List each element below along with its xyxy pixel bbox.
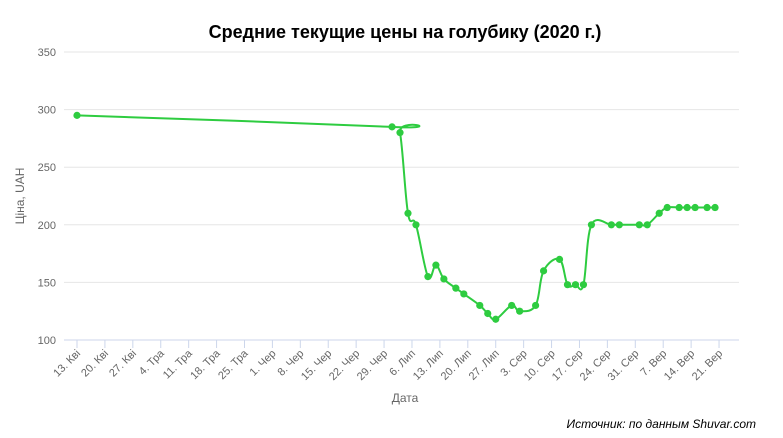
data-point[interactable] <box>432 261 440 269</box>
y-tick-label: 250 <box>38 162 56 174</box>
data-point[interactable] <box>675 203 683 212</box>
data-point[interactable] <box>531 301 540 310</box>
data-point[interactable] <box>607 221 615 229</box>
data-point[interactable] <box>476 301 484 310</box>
series-line <box>76 114 716 321</box>
y-tick-label: 200 <box>38 220 56 232</box>
x-tick-label: 25. Тра <box>216 347 251 382</box>
data-point[interactable] <box>508 301 516 310</box>
chart-title: Средние текущие цены на голубику (2020 г… <box>209 22 602 42</box>
y-axis-label: Ціна, UAH <box>13 168 27 225</box>
x-tick-label: 20. Кві <box>79 348 111 380</box>
y-axis-ticks: 100 150 200 250 300 350 <box>38 47 56 347</box>
data-point[interactable] <box>492 315 500 323</box>
data-point[interactable] <box>643 221 651 229</box>
data-point[interactable] <box>571 281 580 289</box>
data-point[interactable] <box>615 221 623 229</box>
data-point[interactable] <box>587 221 596 229</box>
data-point[interactable] <box>563 281 572 289</box>
series-blueberry-price <box>73 111 719 323</box>
data-point[interactable] <box>404 209 412 217</box>
data-point[interactable] <box>412 221 420 229</box>
grid-lines <box>64 51 739 283</box>
data-point[interactable] <box>579 281 588 289</box>
x-tick-label: 13. Кві <box>51 348 83 380</box>
data-point[interactable] <box>73 111 81 119</box>
y-tick-label: 350 <box>38 47 56 59</box>
y-tick-label: 300 <box>38 105 56 117</box>
data-point[interactable] <box>484 309 492 318</box>
data-point[interactable] <box>539 267 548 275</box>
data-point[interactable] <box>516 307 524 315</box>
data-point[interactable] <box>555 255 564 263</box>
x-tick-label: 1. Чер <box>248 348 279 379</box>
data-point[interactable] <box>452 284 460 292</box>
x-tick-label: 29. Чер <box>355 348 390 383</box>
data-point[interactable] <box>424 273 432 281</box>
data-point[interactable] <box>663 203 671 212</box>
data-point[interactable] <box>703 203 711 212</box>
x-tick-label: 21. Вер <box>690 348 725 383</box>
data-point[interactable] <box>396 129 404 137</box>
data-point[interactable] <box>691 203 699 212</box>
data-point[interactable] <box>440 275 448 283</box>
y-tick-label: 150 <box>38 277 56 289</box>
x-tick-label: 27. Лип <box>467 348 502 383</box>
x-tick-label: 31. Сер <box>606 348 642 384</box>
data-point[interactable] <box>711 203 719 212</box>
source-note: Источник: по данным Shuvar.com <box>567 417 757 431</box>
y-tick-label: 100 <box>38 335 56 347</box>
x-axis-label: Дата <box>392 391 419 405</box>
data-point[interactable] <box>655 209 663 217</box>
data-point[interactable] <box>388 123 396 131</box>
data-point[interactable] <box>460 290 468 298</box>
data-point[interactable] <box>635 221 643 229</box>
data-point[interactable] <box>683 203 691 212</box>
x-tick-label: 27. Кві <box>107 348 139 380</box>
